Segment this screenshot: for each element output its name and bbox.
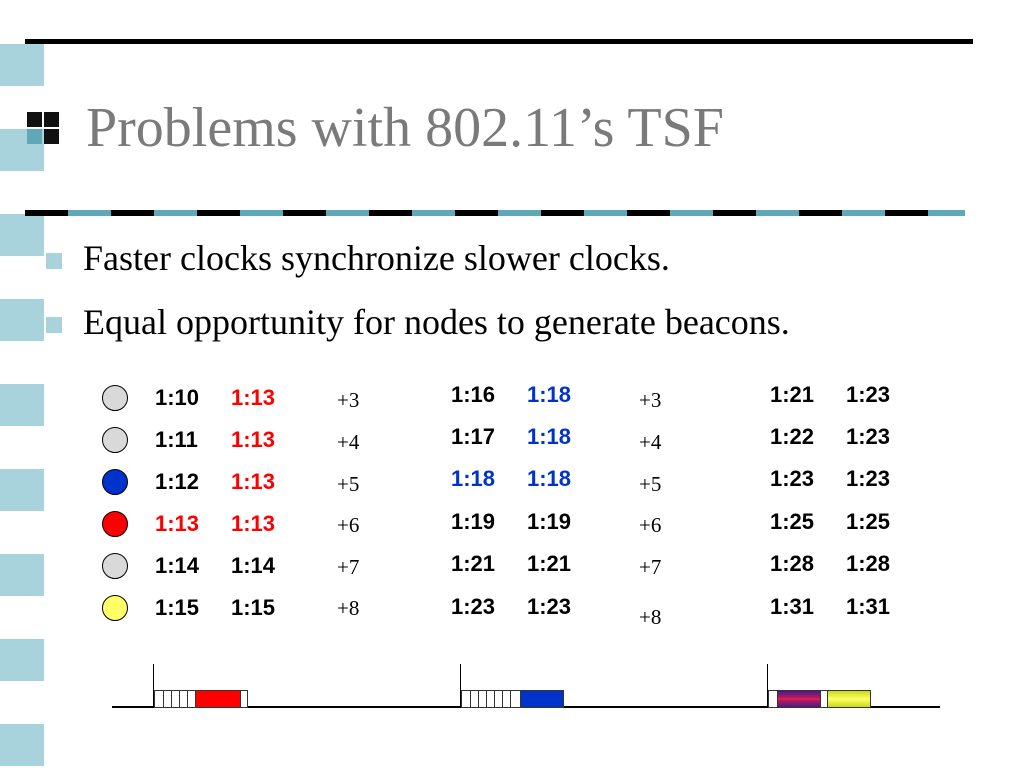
beacon-frame-blue: [520, 690, 564, 708]
round1-local-time: 1:13: [155, 511, 200, 536]
round1-drift: +6: [337, 513, 360, 537]
round3-synced-time: 1:23: [846, 466, 891, 491]
round3-local-time: 1:31: [770, 594, 815, 619]
beacon-interval-marker: [460, 664, 461, 707]
round3-synced-time: 1:31: [846, 594, 891, 619]
round2-drift: +4: [639, 430, 662, 454]
round2-synced-time: 1:18: [527, 466, 572, 491]
round1-drift: +5: [337, 472, 360, 496]
round1-synced-time: 1:13: [231, 385, 276, 410]
beacon-interval-marker: [153, 664, 154, 707]
round3-local-time: 1:28: [770, 551, 815, 576]
round3-synced-time: 1:25: [846, 509, 891, 534]
round3-synced-time: 1:23: [846, 424, 891, 449]
round1-synced-time: 1:13: [231, 427, 276, 452]
round2-local-time: 1:23: [451, 594, 496, 619]
round1-local-time: 1:10: [155, 385, 200, 410]
round1-drift: +8: [337, 596, 360, 620]
round1-local-time: 1:15: [155, 595, 200, 620]
round2-local-time: 1:19: [451, 509, 496, 534]
round3-synced-time: 1:23: [846, 382, 891, 407]
round2-drift: +5: [639, 472, 662, 496]
title-top-rule: [25, 39, 973, 44]
round2-synced-time: 1:18: [527, 424, 572, 449]
beacon-frame-yellow: [827, 690, 871, 708]
bullet-square-icon: [46, 317, 62, 333]
round2-synced-time: 1:23: [527, 594, 572, 619]
backoff-slot: [240, 690, 248, 708]
node-gray-icon: [102, 427, 128, 453]
round2-drift: +6: [639, 513, 662, 537]
slide-title: Problems with 802.11’s TSF: [86, 97, 724, 159]
beacon-interval-marker: [767, 664, 768, 707]
backoff-slots: [154, 690, 196, 708]
round3-local-time: 1:25: [770, 509, 815, 534]
round1-synced-time: 1:13: [231, 511, 276, 536]
beacon-frame-red: [195, 690, 241, 708]
round1-local-time: 1:11: [155, 427, 198, 452]
beacon-collision-frame: [777, 690, 821, 708]
round3-synced-time: 1:28: [846, 551, 891, 576]
node-blue-icon: [102, 469, 128, 495]
node-red-icon: [102, 511, 128, 537]
round1-local-time: 1:14: [155, 553, 200, 578]
round3-local-time: 1:22: [770, 424, 815, 449]
bullet-text: Equal opportunity for nodes to generate …: [83, 302, 790, 342]
round2-synced-time: 1:18: [527, 382, 572, 407]
round1-synced-time: 1:14: [231, 553, 276, 578]
round1-synced-time: 1:13: [231, 469, 276, 494]
round2-synced-time: 1:19: [527, 509, 572, 534]
node-gray-icon: [102, 553, 128, 579]
round2-drift: +7: [639, 555, 662, 579]
backoff-slots: [461, 690, 521, 708]
round3-local-time: 1:21: [770, 382, 815, 407]
bullet-square-icon: [46, 253, 62, 269]
round1-drift: +7: [337, 555, 360, 579]
round2-local-time: 1:18: [451, 466, 496, 491]
round2-synced-time: 1:21: [527, 551, 572, 576]
round1-local-time: 1:12: [155, 469, 200, 494]
round1-drift: +3: [337, 388, 360, 412]
round2-local-time: 1:16: [451, 382, 496, 407]
title-bullet-icon: [27, 112, 61, 146]
round1-synced-time: 1:15: [231, 595, 276, 620]
bullet-text: Faster clocks synchronize slower clocks.: [83, 238, 670, 278]
node-gray-icon: [102, 385, 128, 411]
round2-drift: +8: [639, 605, 662, 629]
title-bottom-dashed-rule: [25, 210, 965, 216]
round2-local-time: 1:17: [451, 424, 496, 449]
node-yellow-icon: [102, 595, 128, 621]
round2-drift: +3: [639, 388, 662, 412]
round3-local-time: 1:23: [770, 466, 815, 491]
round2-local-time: 1:21: [451, 551, 496, 576]
round1-drift: +4: [337, 430, 360, 454]
